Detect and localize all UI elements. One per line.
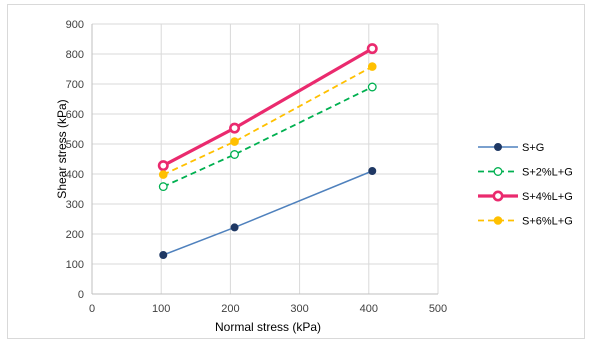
legend-label: S+G xyxy=(522,142,544,154)
data-point xyxy=(159,251,168,259)
y-tick-label: 0 xyxy=(78,289,84,301)
data-point xyxy=(367,62,377,71)
data-point xyxy=(229,122,241,134)
legend-item: S+G xyxy=(478,142,544,154)
data-point xyxy=(230,137,239,146)
y-tick-label: 800 xyxy=(66,49,84,61)
legend-marker xyxy=(492,190,504,202)
x-tick-label: 200 xyxy=(221,303,239,315)
data-point xyxy=(230,150,240,159)
y-tick-label: 900 xyxy=(66,19,84,31)
legend-label: S+4%L+G xyxy=(522,191,573,203)
y-tick-label: 400 xyxy=(66,169,84,181)
gridlines xyxy=(92,23,439,295)
y-tick-label: 100 xyxy=(66,259,84,271)
legend-marker xyxy=(494,143,502,151)
data-point xyxy=(158,182,168,192)
legend-item: S+2%L+G xyxy=(478,167,573,179)
legend-item: S+4%L+G xyxy=(478,190,573,203)
y-tick-label: 600 xyxy=(66,109,84,121)
data-point xyxy=(366,43,378,55)
data-point xyxy=(367,82,377,92)
legend-item: S+6%L+G xyxy=(478,216,573,228)
series-line xyxy=(163,170,373,256)
series-line xyxy=(162,47,374,168)
legend-label: S+6%L+G xyxy=(522,216,573,228)
legend-marker xyxy=(493,216,503,225)
data-point xyxy=(157,160,169,172)
x-tick-label: 500 xyxy=(429,303,447,315)
axes: 0 100 200 300 400 500 600 700 800 900 0 100 200 300 40… xyxy=(66,19,448,315)
x-tick-label: 100 xyxy=(152,303,170,315)
x-tick-label: 300 xyxy=(290,303,308,315)
legend: S+G S+2%L+G S+4%L+G S+6%L+G xyxy=(478,142,573,228)
series-line xyxy=(162,65,373,176)
series-line xyxy=(162,86,373,188)
x-tick-label: 400 xyxy=(360,303,378,315)
series-s-4-l-g xyxy=(157,43,378,172)
series-s-g xyxy=(159,167,377,259)
y-tick-label: 700 xyxy=(66,79,84,91)
data-point xyxy=(230,223,239,232)
legend-label: S+2%L+G xyxy=(522,167,573,179)
y-axis-title: Shear stress (kPa) xyxy=(55,99,69,198)
data-point xyxy=(368,167,377,175)
legend-marker xyxy=(493,167,503,176)
y-tick-label: 500 xyxy=(66,139,84,151)
x-tick-label: 0 xyxy=(89,303,95,315)
series-s-6-l-g xyxy=(158,62,377,179)
y-tick-label: 300 xyxy=(66,199,84,211)
x-axis-title: Normal stress (kPa) xyxy=(215,320,321,334)
series-group xyxy=(157,43,378,259)
y-tick-label: 200 xyxy=(66,229,84,241)
series-s-2-l-g xyxy=(158,82,377,192)
data-point xyxy=(158,170,168,179)
